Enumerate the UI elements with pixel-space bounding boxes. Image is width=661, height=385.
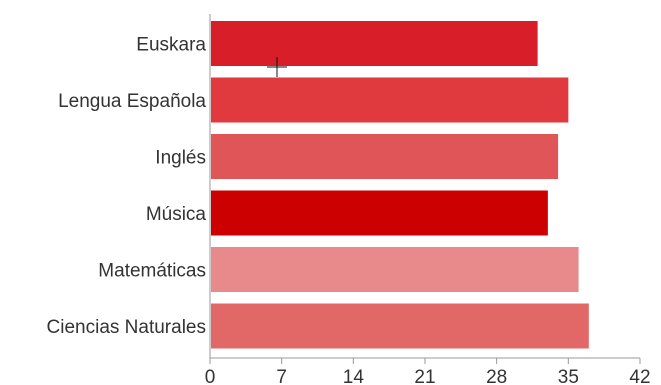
bar-ciencias-naturales	[211, 303, 589, 349]
bar-lengua-espa-ola	[211, 77, 569, 123]
category-labels-group: Euskara Lengua Española Inglés Música Matemá…	[47, 35, 207, 339]
x-tick-label: 21	[414, 367, 435, 385]
x-tick-label: 28	[486, 367, 507, 385]
category-label: Lengua Española	[58, 91, 206, 112]
category-label: Música	[146, 204, 207, 225]
bar-matem-ticas	[211, 247, 579, 292]
bars-group	[211, 21, 589, 349]
crosshair-cursor-icon	[267, 57, 287, 77]
category-label: Euskara	[136, 35, 206, 56]
x-tick-label: 14	[343, 367, 365, 385]
category-label: Inglés	[155, 148, 206, 169]
x-tick-label: 35	[558, 367, 579, 385]
x-tick-label: 0	[205, 367, 216, 385]
bar-ingl-s	[211, 134, 559, 179]
x-tick-label: 42	[629, 367, 650, 385]
bar-euskara	[211, 21, 538, 66]
x-tick-label: 7	[276, 367, 287, 385]
x-axis: 0 7 14 21 28 35 42	[205, 14, 651, 385]
category-label: Matemáticas	[98, 261, 206, 282]
bar-m-sica	[211, 190, 548, 236]
category-label: Ciencias Naturales	[47, 317, 206, 338]
